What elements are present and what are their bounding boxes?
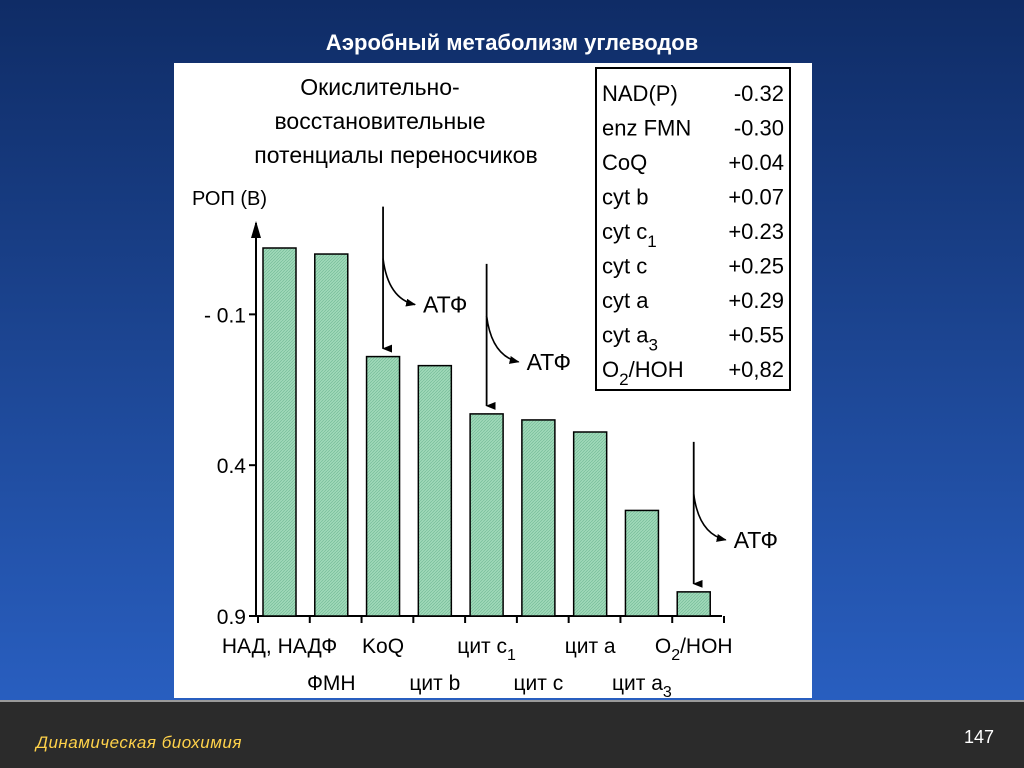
atp-branch-arrow xyxy=(382,258,417,307)
redox-chart: Окислительно- восстановительные потенциа… xyxy=(192,67,791,698)
table-carrier-text: cyt a xyxy=(602,288,649,313)
y-tick-label: 0.9 xyxy=(217,606,246,629)
x-category-label: цит a xyxy=(565,635,616,658)
bar xyxy=(469,413,504,617)
table-carrier-name: NAD(P) xyxy=(602,81,678,106)
table-carrier-text: NAD(P) xyxy=(602,81,678,106)
y-axis-arrow-icon xyxy=(251,221,261,238)
y-tick-label: 0.4 xyxy=(217,455,247,478)
x-category-subscript: 3 xyxy=(663,684,672,698)
table-carrier-text: O xyxy=(602,357,619,382)
table-carrier-subscript: 1 xyxy=(647,232,656,251)
bar xyxy=(572,431,608,617)
slide-title: Аэробный метаболизм углеводов xyxy=(325,30,699,55)
bar xyxy=(624,509,660,617)
bars xyxy=(262,247,711,617)
table-carrier-text: cyt b xyxy=(602,185,648,210)
page-number: 147 xyxy=(963,727,994,747)
table-potential-value: +0.55 xyxy=(728,323,784,348)
table-potential-value: +0.25 xyxy=(728,254,784,279)
table-carrier-name: cyt c1 xyxy=(602,219,657,251)
x-category-text: цит a xyxy=(612,672,663,695)
y-ticks: - 0.1 0.4 0.9 xyxy=(204,304,256,629)
x-category-suffix: /HOH xyxy=(680,635,733,658)
table-potential-value: +0,82 xyxy=(728,357,784,382)
y-axis-label: РОП (В) xyxy=(192,188,267,210)
table-carrier-subscript: 3 xyxy=(648,336,657,355)
chart-title-line-2: восстановительные xyxy=(274,108,485,134)
bar xyxy=(262,247,297,617)
bar xyxy=(521,419,556,617)
footer-course-name: Динамическая биохимия xyxy=(36,733,242,752)
table-carrier-name: cyt a xyxy=(602,288,649,313)
redox-potential-figure: Окислительно- восстановительные потенциа… xyxy=(174,63,812,698)
x-category-label: цит b xyxy=(409,672,460,695)
bar xyxy=(417,364,453,617)
atp-label: АТФ xyxy=(527,349,571,375)
x-ticks xyxy=(257,616,725,623)
table-carrier-text: cyt c xyxy=(602,219,647,244)
table-carrier-name: cyt b xyxy=(602,185,648,210)
x-category-text: ФМН xyxy=(307,672,356,695)
atp-branch-arrow xyxy=(692,493,727,542)
table-carrier-subscript: 2 xyxy=(619,370,628,389)
table-carrier-text: CoQ xyxy=(602,150,647,175)
x-category-label: НАД, НАДФ xyxy=(222,635,337,658)
table-potential-value: -0.30 xyxy=(734,116,784,141)
x-category-label: ФМН xyxy=(307,672,356,695)
x-category-text: НАД, НАДФ xyxy=(222,635,337,658)
atp-branch-arrow xyxy=(485,315,520,364)
x-category-label: O2/HOH xyxy=(655,635,733,664)
x-category-subscript: 2 xyxy=(671,647,680,664)
table-potential-value: +0.29 xyxy=(728,288,784,313)
footer-bar xyxy=(0,702,1024,768)
bar xyxy=(676,591,711,617)
table-carrier-name: cyt c xyxy=(602,254,647,279)
table-potential-value: +0.07 xyxy=(728,185,784,210)
table-carrier-name: cyt a3 xyxy=(602,323,658,355)
x-category-text: цит c xyxy=(457,635,507,658)
table-carrier-name: CoQ xyxy=(602,150,647,175)
atp-annotations: АТФ АТФ АТФ xyxy=(382,206,778,588)
table-carrier-suffix: /HOH xyxy=(629,357,684,382)
potential-table: NAD(P) -0.32 enz FMN -0.30 CoQ +0.04 cyt b +0.0… xyxy=(602,81,784,389)
table-carrier-text: cyt a xyxy=(602,323,649,348)
x-category-label: цит c1 xyxy=(457,635,516,664)
atp-label: АТФ xyxy=(423,292,467,318)
x-category-subscript: 1 xyxy=(507,647,516,664)
table-carrier-name: O2/HOH xyxy=(602,357,684,389)
table-potential-value: +0.23 xyxy=(728,219,784,244)
table-carrier-name: enz FMN xyxy=(602,116,691,141)
footer-divider xyxy=(0,700,1024,703)
x-category-label: цит c xyxy=(514,672,564,695)
atp-label: АТФ xyxy=(734,527,778,553)
x-category-label: цит a3 xyxy=(612,672,672,698)
x-category-label: KoQ xyxy=(362,635,404,658)
y-tick-label: - 0.1 xyxy=(204,304,246,327)
chart-title-line-3: потенциалы переносчиков xyxy=(254,142,537,168)
bar xyxy=(314,253,349,617)
potential-table-box xyxy=(595,67,791,391)
x-category-text: цит c xyxy=(514,672,564,695)
table-carrier-text: enz FMN xyxy=(602,116,691,141)
chart-title-line-1: Окислительно- xyxy=(300,74,459,100)
table-potential-value: -0.32 xyxy=(734,81,784,106)
x-category-text: цит b xyxy=(409,672,460,695)
bar xyxy=(365,355,401,617)
x-category-text: O xyxy=(655,635,671,658)
x-category-text: KoQ xyxy=(362,635,404,658)
x-category-text: цит a xyxy=(565,635,616,658)
table-potential-value: +0.04 xyxy=(728,150,784,175)
table-carrier-text: cyt c xyxy=(602,254,647,279)
